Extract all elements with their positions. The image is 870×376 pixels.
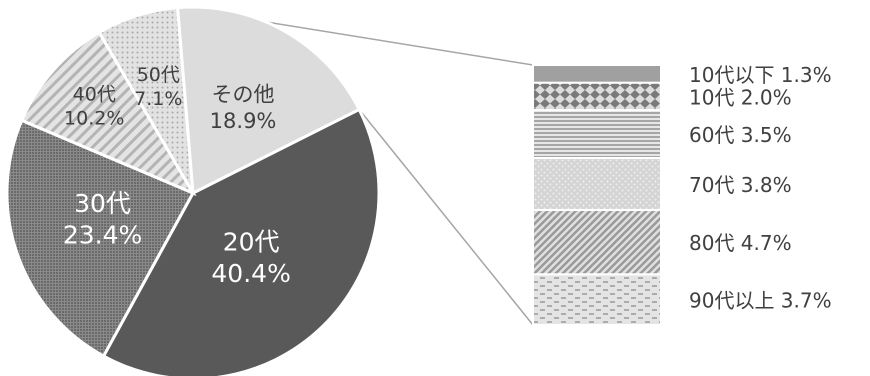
pie-label-4: その他 (212, 83, 275, 107)
pie-value-3: 7.1% (134, 88, 182, 110)
breakdown-label-2: 60代 3.5% (689, 123, 792, 147)
pie-slice-4 (176, 5, 362, 196)
pie-value-4: 18.9% (210, 109, 277, 133)
breakdown-segment-4 (532, 209, 662, 276)
breakdown-label-0: 10代以下 1.3% (689, 63, 832, 87)
pie-label-3: 50代 (137, 64, 180, 86)
pie-value-0: 40.4% (211, 259, 290, 288)
pie-slice-2 (19, 30, 197, 197)
breakdown-segment-2 (532, 109, 662, 160)
pie-value-2: 10.2% (64, 107, 124, 129)
pie-value-1: 23.4% (63, 220, 142, 249)
breakdown-label-4: 80代 4.7% (689, 231, 792, 255)
breakdown-segment-0 (532, 64, 662, 84)
breakdown-segment-3 (532, 157, 662, 212)
pie-label-2: 40代 (73, 84, 116, 106)
breakdown-label-3: 70代 3.8% (689, 173, 792, 197)
pie-slice-0 (101, 107, 381, 376)
pie-label-0: 20代 (223, 228, 280, 257)
breakdown-label-1: 10代 2.0% (689, 85, 792, 109)
breakdown-segment-5 (532, 273, 662, 326)
pie-label-1: 30代 (74, 189, 131, 218)
breakdown-label-5: 90代以上 3.7% (689, 289, 832, 313)
pie-slice-1 (5, 118, 196, 359)
breakdown-segment-1 (532, 81, 662, 112)
connector-line-bottom (358, 108, 534, 326)
